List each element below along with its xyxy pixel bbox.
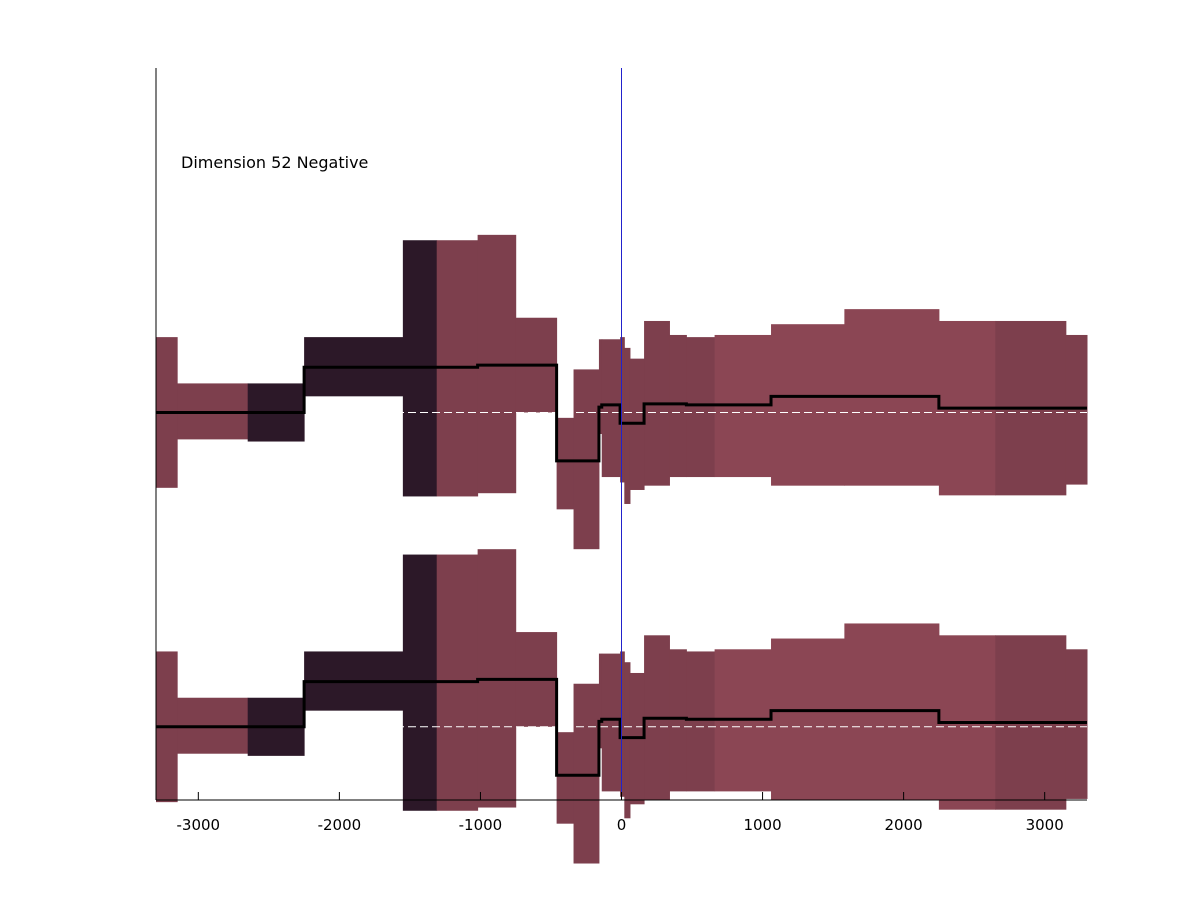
mean-lines [156,363,1087,777]
band-upper-16 [669,334,687,478]
band-upper-11 [601,339,621,478]
band-lower-10 [598,653,603,749]
band-upper-17 [686,337,716,478]
band-lower-9 [573,683,600,864]
x-tick-label: 0 [617,816,627,834]
band-lower-8 [556,732,575,824]
x-ticks: -3000 -2000 -1000 0 1000 2000 3000 [177,792,1064,834]
x-tick-label: 2000 [885,816,923,834]
x-tick-label: -2000 [318,816,362,834]
x-tick-label: 1000 [743,816,781,834]
x-tick-label: 3000 [1026,816,1064,834]
band-upper-10 [598,339,603,434]
band-lower-11 [601,653,621,792]
band-upper-23 [1065,334,1088,485]
band-lower-19 [771,638,845,800]
band-upper-9 [573,369,600,550]
dimension-annotation: Dimension 52 Negative [181,153,368,172]
mean-line-upper [156,363,1087,463]
reference-lines [156,411,1087,728]
band-lower-17 [686,651,716,792]
band-upper-13 [624,347,631,504]
band-upper-8 [556,417,575,510]
x-tick-label: -1000 [459,816,503,834]
band-upper-19 [771,324,845,486]
x-tick-label: -3000 [177,816,221,834]
mean-line-lower [156,677,1087,777]
band-lower-16 [669,649,687,792]
band-lower-23 [1065,649,1088,799]
band-lower-12 [620,651,625,797]
band-upper-12 [620,337,625,483]
band-lower-13 [624,662,631,819]
